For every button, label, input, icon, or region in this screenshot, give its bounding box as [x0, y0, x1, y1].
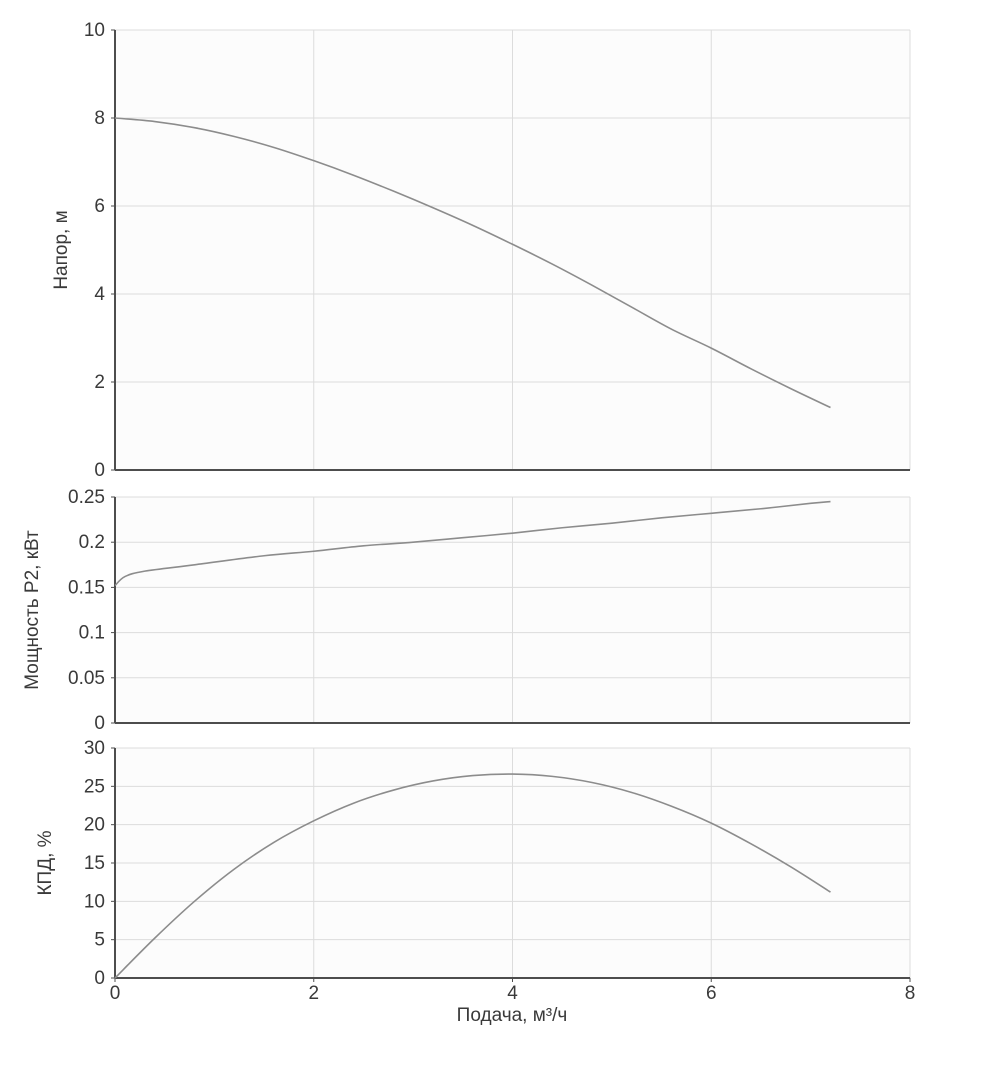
- power-y-axis-title: Мощность P2, кВт: [22, 530, 43, 690]
- curve-2: [114, 773, 831, 979]
- y-tick-label: 15: [84, 853, 105, 874]
- curve-1: [114, 500, 831, 587]
- efficiency-y-axis-title: КПД, %: [35, 830, 56, 896]
- y-tick-label: 10: [84, 891, 105, 912]
- y-tick-label: 6: [94, 196, 105, 217]
- y-tick-label: 2: [94, 372, 105, 393]
- y-tick-label: 0: [94, 460, 105, 481]
- x-tick-label: 6: [706, 983, 717, 1004]
- y-tick-label: 25: [84, 776, 105, 797]
- x-tick-label: 4: [507, 983, 518, 1004]
- y-tick-label: 4: [94, 284, 105, 305]
- y-tick-label: 0.2: [79, 532, 105, 553]
- y-tick-label: 0.15: [68, 577, 105, 598]
- x-tick-label: 8: [905, 983, 916, 1004]
- y-tick-label: 8: [94, 108, 105, 129]
- x-tick-label: 0: [110, 983, 121, 1004]
- y-tick-label: 5: [94, 930, 105, 951]
- y-tick-label: 0.1: [79, 623, 105, 644]
- y-tick-label: 20: [84, 815, 105, 836]
- x-axis-title: Подача, м³/ч: [456, 1005, 568, 1026]
- y-tick-label: 0: [94, 713, 105, 734]
- chart-panel-0: 0 2 4 6 8 10: [84, 20, 911, 481]
- x-tick-label: 2: [308, 983, 319, 1004]
- y-tick-label: 0.25: [68, 487, 105, 508]
- y-tick-label: 30: [84, 738, 105, 759]
- y-tick-label: 0: [94, 968, 105, 989]
- y-tick-label: 10: [84, 20, 105, 41]
- chart-panel-1: 0 0.05 0.1 0.15 0.2 0.25: [68, 487, 911, 734]
- head-y-axis-title: Напор, м: [51, 210, 72, 290]
- y-tick-label: 0.05: [68, 668, 105, 689]
- chart-panel-2: 0 5 10 15 20 25 30 0 2 4 6 8: [84, 738, 915, 1004]
- curve-0: [114, 117, 831, 409]
